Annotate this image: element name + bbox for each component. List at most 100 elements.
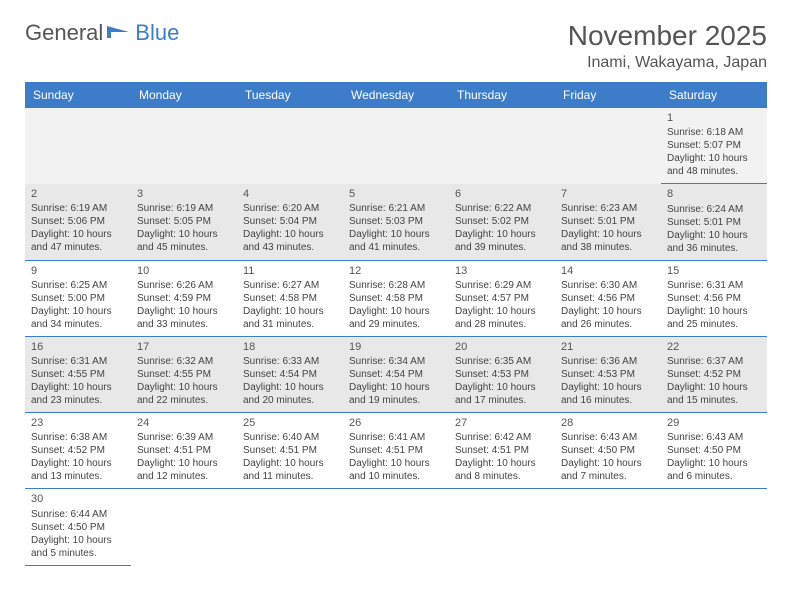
- calendar-week: 16Sunrise: 6:31 AMSunset: 4:55 PMDayligh…: [25, 336, 767, 412]
- day-number: 25: [243, 416, 337, 430]
- sunset-line: Sunset: 4:55 PM: [31, 368, 125, 381]
- sunrise-line: Sunrise: 6:31 AM: [667, 279, 761, 292]
- logo: GeneralBlue: [25, 20, 179, 46]
- sunset-line: Sunset: 5:02 PM: [455, 215, 549, 228]
- daylight-line: Daylight: 10 hours: [561, 381, 655, 394]
- calendar-week: 30Sunrise: 6:44 AMSunset: 4:50 PMDayligh…: [25, 489, 767, 565]
- calendar-cell: 18Sunrise: 6:33 AMSunset: 4:54 PMDayligh…: [237, 336, 343, 412]
- daylight-line: and 45 minutes.: [137, 241, 231, 254]
- title-block: November 2025 Inami, Wakayama, Japan: [568, 20, 767, 72]
- sunrise-line: Sunrise: 6:35 AM: [455, 355, 549, 368]
- logo-text-1: General: [25, 20, 103, 46]
- calendar-cell: 27Sunrise: 6:42 AMSunset: 4:51 PMDayligh…: [449, 413, 555, 489]
- calendar-cell: 22Sunrise: 6:37 AMSunset: 4:52 PMDayligh…: [661, 336, 767, 412]
- day-number: 19: [349, 340, 443, 354]
- daylight-line: and 31 minutes.: [243, 318, 337, 331]
- sunrise-line: Sunrise: 6:33 AM: [243, 355, 337, 368]
- calendar-cell: 28Sunrise: 6:43 AMSunset: 4:50 PMDayligh…: [555, 413, 661, 489]
- calendar-cell: 12Sunrise: 6:28 AMSunset: 4:58 PMDayligh…: [343, 260, 449, 336]
- sunrise-line: Sunrise: 6:29 AM: [455, 279, 549, 292]
- daylight-line: and 29 minutes.: [349, 318, 443, 331]
- day-number: 26: [349, 416, 443, 430]
- sunset-line: Sunset: 5:03 PM: [349, 215, 443, 228]
- daylight-line: Daylight: 10 hours: [667, 381, 761, 394]
- calendar-cell: 2Sunrise: 6:19 AMSunset: 5:06 PMDaylight…: [25, 184, 131, 260]
- daylight-line: and 15 minutes.: [667, 394, 761, 407]
- day-number: 20: [455, 340, 549, 354]
- sunset-line: Sunset: 4:53 PM: [561, 368, 655, 381]
- calendar-cell: [237, 108, 343, 184]
- calendar-cell: [555, 489, 661, 565]
- daylight-line: and 19 minutes.: [349, 394, 443, 407]
- calendar-week: 23Sunrise: 6:38 AMSunset: 4:52 PMDayligh…: [25, 413, 767, 489]
- daylight-line: and 11 minutes.: [243, 470, 337, 483]
- sunset-line: Sunset: 4:51 PM: [137, 444, 231, 457]
- day-number: 10: [137, 264, 231, 278]
- day-number: 29: [667, 416, 761, 430]
- daylight-line: Daylight: 10 hours: [137, 457, 231, 470]
- day-number: 3: [137, 187, 231, 201]
- calendar-cell: 5Sunrise: 6:21 AMSunset: 5:03 PMDaylight…: [343, 184, 449, 260]
- col-thursday: Thursday: [449, 82, 555, 108]
- day-number: 12: [349, 264, 443, 278]
- calendar-cell: 9Sunrise: 6:25 AMSunset: 5:00 PMDaylight…: [25, 260, 131, 336]
- sunset-line: Sunset: 4:50 PM: [561, 444, 655, 457]
- calendar-cell: 30Sunrise: 6:44 AMSunset: 4:50 PMDayligh…: [25, 489, 131, 565]
- calendar-cell: 15Sunrise: 6:31 AMSunset: 4:56 PMDayligh…: [661, 260, 767, 336]
- calendar-cell: 8 Sunrise: 6:24 AMSunset: 5:01 PMDaylight…: [661, 184, 767, 260]
- sunrise-line: Sunrise: 6:40 AM: [243, 431, 337, 444]
- daylight-line: Daylight: 10 hours: [667, 305, 761, 318]
- sunrise-line: Sunrise: 6:43 AM: [667, 431, 761, 444]
- daylight-line: and 43 minutes.: [243, 241, 337, 254]
- col-friday: Friday: [555, 82, 661, 108]
- calendar-cell: [25, 108, 131, 184]
- day-number: 1: [667, 111, 761, 125]
- sunset-line: Sunset: 4:56 PM: [667, 292, 761, 305]
- calendar-cell: 11Sunrise: 6:27 AMSunset: 4:58 PMDayligh…: [237, 260, 343, 336]
- col-sunday: Sunday: [25, 82, 131, 108]
- sunrise-line: Sunrise: 6:44 AM: [31, 508, 125, 521]
- day-number: 9: [31, 264, 125, 278]
- sunset-line: Sunset: 4:51 PM: [349, 444, 443, 457]
- day-number: 27: [455, 416, 549, 430]
- day-number: 13: [455, 264, 549, 278]
- daylight-line: and 23 minutes.: [31, 394, 125, 407]
- daylight-line: Daylight: 10 hours: [349, 381, 443, 394]
- daylight-line: Daylight: 10 hours: [455, 381, 549, 394]
- calendar-cell: 14Sunrise: 6:30 AMSunset: 4:56 PMDayligh…: [555, 260, 661, 336]
- day-number: 8: [667, 187, 761, 201]
- calendar-cell: 23Sunrise: 6:38 AMSunset: 4:52 PMDayligh…: [25, 413, 131, 489]
- sunrise-line: Sunrise: 6:19 AM: [31, 202, 125, 215]
- sunrise-line: Sunrise: 6:21 AM: [349, 202, 443, 215]
- sunrise-line: Sunrise: 6:39 AM: [137, 431, 231, 444]
- daylight-line: Daylight: 10 hours: [561, 305, 655, 318]
- day-number: 30: [31, 492, 125, 506]
- daylight-line: and 12 minutes.: [137, 470, 231, 483]
- day-number: 15: [667, 264, 761, 278]
- daylight-line: Daylight: 10 hours: [667, 457, 761, 470]
- calendar-week: 9Sunrise: 6:25 AMSunset: 5:00 PMDaylight…: [25, 260, 767, 336]
- daylight-line: Daylight: 10 hours: [243, 228, 337, 241]
- sunrise-line: Sunrise: 6:18 AM: [667, 126, 761, 139]
- calendar-cell: [661, 489, 767, 565]
- sunrise-line: Sunrise: 6:36 AM: [561, 355, 655, 368]
- daylight-line: Daylight: 10 hours: [243, 305, 337, 318]
- calendar-cell: 16Sunrise: 6:31 AMSunset: 4:55 PMDayligh…: [25, 336, 131, 412]
- sunrise-line: Sunrise: 6:30 AM: [561, 279, 655, 292]
- calendar-cell: 26Sunrise: 6:41 AMSunset: 4:51 PMDayligh…: [343, 413, 449, 489]
- sunrise-line: Sunrise: 6:24 AM: [667, 203, 761, 216]
- calendar-cell: 25Sunrise: 6:40 AMSunset: 4:51 PMDayligh…: [237, 413, 343, 489]
- day-header-row: Sunday Monday Tuesday Wednesday Thursday…: [25, 82, 767, 108]
- calendar-cell: [237, 489, 343, 565]
- daylight-line: and 38 minutes.: [561, 241, 655, 254]
- daylight-line: Daylight: 10 hours: [667, 229, 761, 242]
- sunset-line: Sunset: 4:56 PM: [561, 292, 655, 305]
- calendar-cell: [343, 489, 449, 565]
- sunset-line: Sunset: 5:01 PM: [667, 216, 761, 229]
- page-title: November 2025: [568, 20, 767, 52]
- day-number: 14: [561, 264, 655, 278]
- col-saturday: Saturday: [661, 82, 767, 108]
- day-number: 16: [31, 340, 125, 354]
- daylight-line: and 6 minutes.: [667, 470, 761, 483]
- sunrise-line: Sunrise: 6:43 AM: [561, 431, 655, 444]
